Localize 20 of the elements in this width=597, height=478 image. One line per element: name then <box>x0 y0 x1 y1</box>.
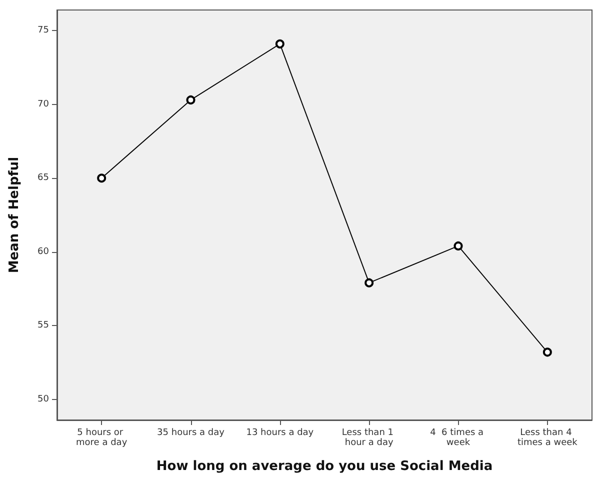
y-axis-title: Mean of Helpful <box>7 156 22 274</box>
x-tick-label: Less than 1 hour a day <box>342 428 396 448</box>
x-axis-title: How long on average do you use Social Media <box>156 459 493 474</box>
y-tick-label: 70 <box>38 99 50 110</box>
y-tick-label: 60 <box>38 246 50 257</box>
y-tick-label: 50 <box>38 394 50 404</box>
x-tick-label: Less than 4 times a week <box>517 428 578 448</box>
x-tick-label: 4 6 times a week <box>430 428 486 448</box>
y-tick-label: 75 <box>38 26 49 36</box>
y-tick-label: 55 <box>38 320 49 331</box>
x-tick-label: 13 hours a day <box>246 428 314 438</box>
point <box>97 174 106 183</box>
x-tick-label: 35 hours a day <box>157 428 226 438</box>
y-tick-label: 65 <box>38 173 49 184</box>
point <box>186 95 196 104</box>
point <box>454 241 463 250</box>
point <box>275 39 284 48</box>
point <box>542 348 552 357</box>
x-tick-label: 5 hours or more a day <box>76 428 128 448</box>
point <box>364 278 374 288</box>
